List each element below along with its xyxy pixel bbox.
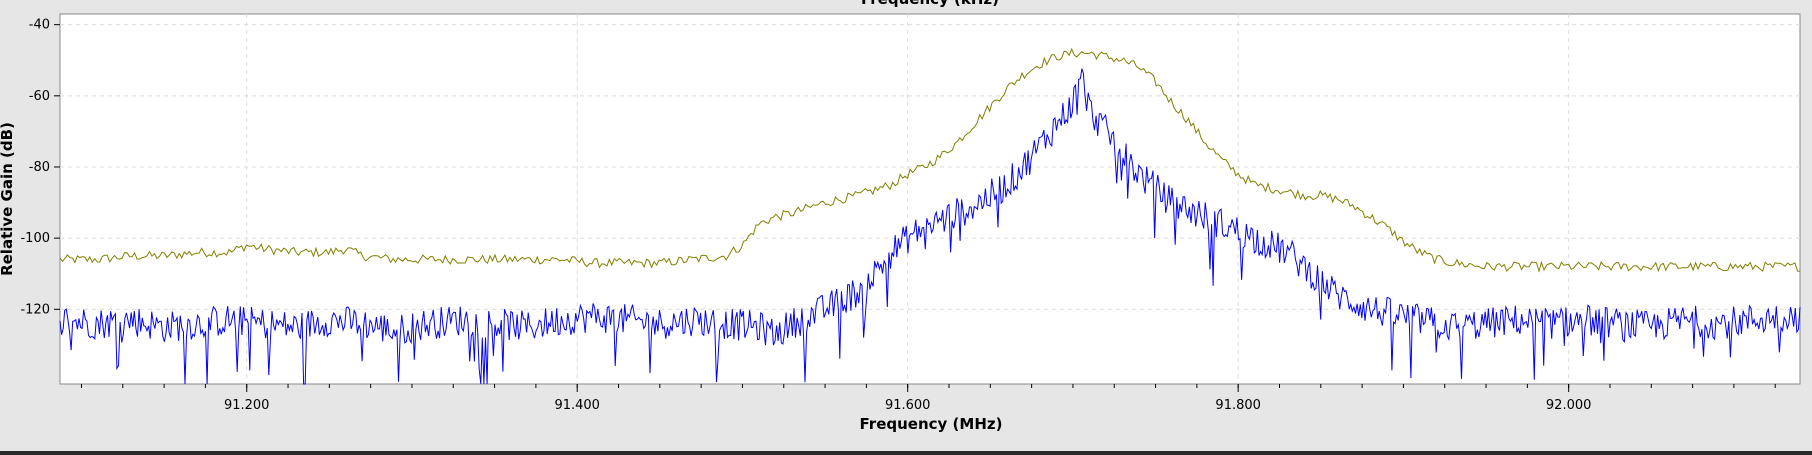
series-line-2: [59, 68, 1801, 385]
x-tick-label: 91.800: [1215, 398, 1261, 413]
x-axis-title: Frequency (MHz): [860, 415, 1003, 433]
x-tick-label: 91.400: [554, 398, 600, 413]
y-tick-label: -60: [29, 89, 50, 104]
grid-lines: [60, 14, 1800, 384]
x-tick-label: 92.000: [1546, 398, 1592, 413]
y-tick-label: -120: [20, 302, 50, 317]
plot-area[interactable]: [59, 13, 1801, 385]
series-layer: [59, 47, 1801, 385]
window-bottom-border: [0, 451, 1812, 455]
x-axis-ticks: 91.200 91.400 91.600 91.800 92.000: [224, 384, 1591, 413]
y-axis-title: Relative Gain (dB): [0, 122, 16, 276]
y-tick-label: -40: [29, 18, 50, 33]
x-tick-label: 91.600: [885, 398, 931, 413]
series-line-1: [59, 47, 1801, 273]
y-tick-label: -80: [29, 160, 50, 175]
y-tick-label: -100: [20, 231, 50, 246]
x-tick-label: 91.200: [224, 398, 270, 413]
y-axis-ticks: -40 -60 -80 -100 -120: [20, 18, 60, 317]
top-axis-title: Frequency (kHz): [861, 0, 999, 8]
